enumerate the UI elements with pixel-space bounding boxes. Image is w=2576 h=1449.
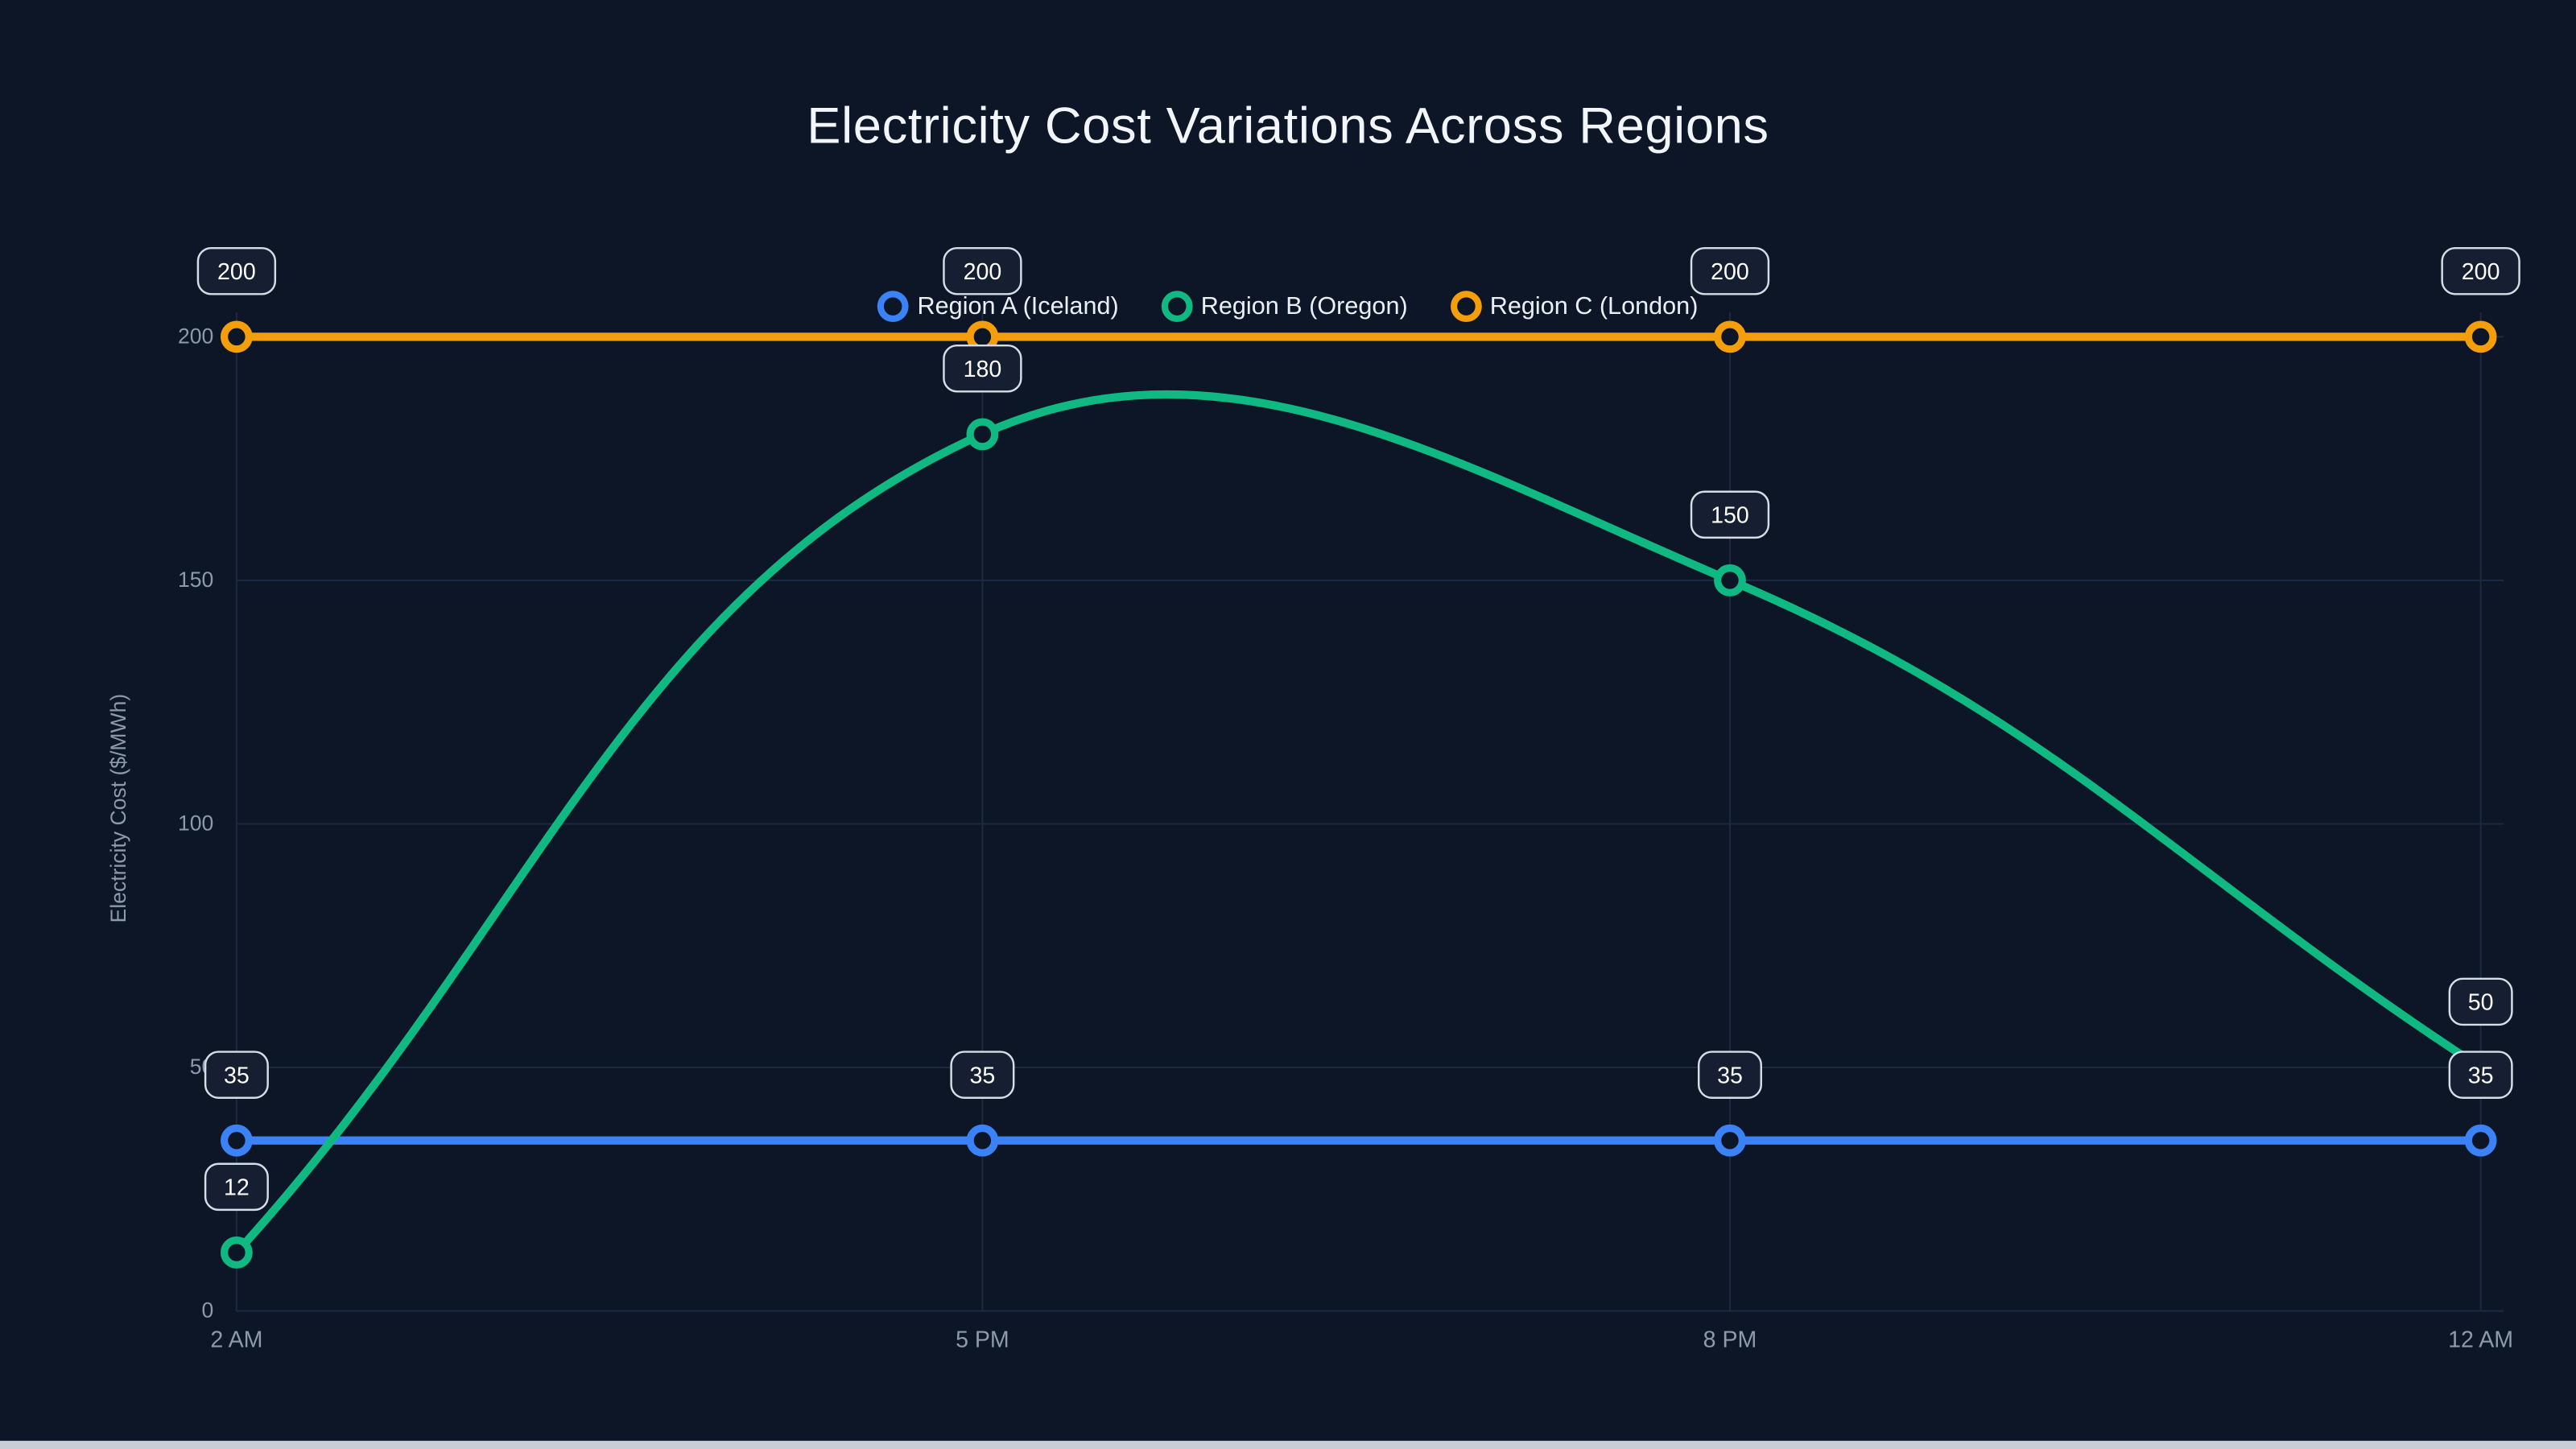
y-tick-label: 100	[178, 811, 213, 836]
legend-item-1[interactable]: Region B (Oregon)	[1161, 291, 1408, 322]
point-label-box	[943, 344, 1022, 393]
legend-marker-icon	[877, 291, 910, 322]
point-label-box	[2448, 1051, 2513, 1099]
point-label-box	[943, 246, 1022, 295]
legend-label: Region B (Oregon)	[1200, 292, 1408, 320]
point-label-box	[204, 1051, 269, 1099]
point-label-box	[1690, 246, 1770, 295]
point-label: 200	[964, 259, 1002, 285]
data-point	[966, 418, 999, 451]
x-tick-label: 8 PM	[1703, 1327, 1757, 1352]
point-label-box	[2448, 977, 2513, 1026]
point-label: 200	[217, 259, 256, 285]
x-tick-label: 5 PM	[956, 1327, 1009, 1352]
x-tick-label: 2 AM	[210, 1327, 262, 1352]
data-point	[1714, 564, 1746, 597]
y-tick-label: 200	[178, 324, 213, 349]
point-label-box	[1690, 490, 1770, 539]
data-point	[1714, 320, 1746, 353]
point-label-box	[2441, 246, 2520, 295]
legend: Region A (Iceland) Region B (Oregon) Regio…	[0, 291, 2576, 322]
point-label: 35	[224, 1063, 250, 1088]
legend-marker-icon	[1161, 291, 1193, 322]
data-point	[1714, 1124, 1746, 1157]
legend-marker-icon	[1450, 291, 1482, 322]
series-line	[232, 390, 2485, 1257]
y-tick-label: 150	[178, 568, 213, 592]
point-label-box	[950, 1051, 1015, 1099]
point-label-box	[1697, 1051, 1762, 1099]
point-label: 200	[1711, 259, 1749, 285]
data-point	[220, 320, 253, 353]
legend-item-0[interactable]: Region A (Iceland)	[877, 291, 1119, 322]
point-label: 35	[970, 1063, 996, 1088]
data-point	[220, 1236, 253, 1269]
data-point	[2464, 1124, 2497, 1157]
legend-label: Region C (London)	[1489, 292, 1699, 320]
point-label-box	[204, 1162, 269, 1212]
point-label: 35	[1717, 1063, 1743, 1088]
point-label: 12	[224, 1175, 250, 1201]
point-label-box	[196, 246, 277, 295]
point-label: 35	[2468, 1063, 2494, 1088]
x-tick-label: 12 AM	[2448, 1327, 2513, 1352]
data-point	[2464, 320, 2497, 353]
point-label: 150	[1711, 502, 1749, 528]
point-label: 200	[2462, 259, 2500, 285]
point-label: 180	[964, 357, 1002, 382]
legend-label: Region A (Iceland)	[917, 292, 1119, 320]
horizontal-scrollbar[interactable]	[0, 1440, 2576, 1449]
point-label: 50	[2468, 990, 2494, 1016]
data-point	[966, 1124, 999, 1157]
y-tick-label: 0	[202, 1298, 214, 1323]
legend-item-2[interactable]: Region C (London)	[1450, 291, 1699, 322]
data-point	[220, 1124, 253, 1157]
chart-title: Electricity Cost Variations Across Regio…	[807, 97, 1769, 155]
